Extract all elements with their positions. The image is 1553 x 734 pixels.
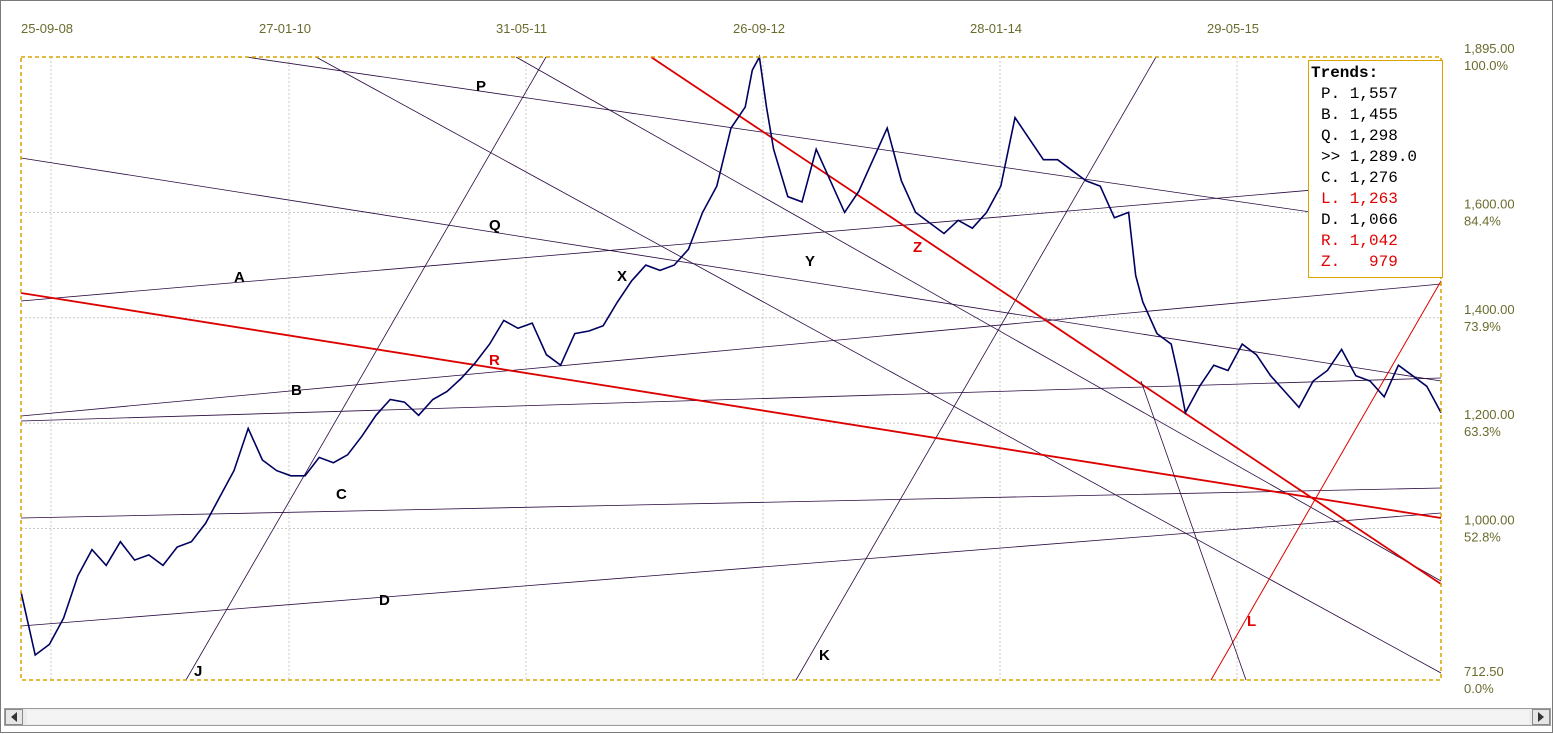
trend-line (795, 56, 1157, 681)
arrow-left-icon (11, 712, 17, 722)
y-tick-price: 712.50 (1464, 664, 1504, 679)
y-tick-percent: 52.8% (1464, 530, 1501, 545)
trend-label-c: C (336, 486, 347, 503)
y-axis-ticks: 1,895.00 100.0% 1,600.00 84.4% 1,400.00 73.9%… (1464, 41, 1515, 696)
trend-label-r: R (489, 352, 500, 369)
y-tick-percent: 100.0% (1464, 58, 1509, 73)
trend-line (315, 56, 1442, 674)
scroll-right-button[interactable] (1532, 709, 1550, 725)
y-tick-price: 1,200.00 (1464, 407, 1515, 422)
y-tick-percent: 0.0% (1464, 681, 1494, 696)
scroll-left-button[interactable] (5, 709, 23, 725)
x-tick-label: 25-09-08 (21, 21, 73, 36)
trend-line (20, 157, 1442, 382)
trend-label-z: Z (913, 239, 922, 256)
y-tick-percent: 73.9% (1464, 319, 1501, 334)
trend-label-j: J (194, 663, 202, 680)
trends-title: Trends: (1311, 64, 1379, 82)
trend-line (1140, 380, 1247, 681)
arrow-right-icon (1538, 712, 1544, 722)
trend-lines (20, 56, 1442, 681)
trend-line (20, 292, 1442, 519)
y-tick-percent: 63.3% (1464, 424, 1501, 439)
horizontal-scrollbar[interactable] (4, 708, 1551, 726)
trend-line (20, 377, 1442, 422)
y-tick-price: 1,400.00 (1464, 302, 1515, 317)
trend-label-p: P (476, 78, 486, 95)
trend-row: L. 1,263 (1321, 190, 1398, 208)
trend-line (515, 56, 1442, 582)
trend-label-q: Q (489, 217, 501, 234)
trend-row: D. 1,066 (1321, 211, 1398, 229)
price-line (20, 54, 1442, 657)
trend-line (1210, 280, 1442, 681)
x-tick-label: 29-05-15 (1207, 21, 1259, 36)
trend-label-a: A (234, 269, 245, 286)
trend-row: B. 1,455 (1321, 106, 1398, 124)
trend-row: Q. 1,298 (1321, 127, 1398, 145)
y-tick-price: 1,895.00 (1464, 41, 1515, 56)
trends-panel: Trends: P. 1,557 B. 1,455 Q. 1,298 >> 1,289… (1308, 60, 1443, 278)
trend-line (650, 56, 1442, 585)
trend-line (185, 56, 547, 681)
plot-area-border (20, 56, 1442, 681)
line-labels: A B C D J K L P Q R X Y Z (194, 78, 1256, 680)
trend-line (245, 56, 1442, 232)
x-axis-ticks: 25-09-08 27-01-10 31-05-11 26-09-12 28-01-14… (21, 21, 1259, 36)
y-tick-price: 1,000.00 (1464, 513, 1515, 528)
trend-label-x: X (617, 268, 627, 285)
trend-label-y: Y (805, 253, 815, 270)
x-tick-label: 26-09-12 (733, 21, 785, 36)
y-tick-price: 1,600.00 (1464, 196, 1515, 211)
trend-line (20, 283, 1442, 417)
trends-list: P. 1,557 B. 1,455 Q. 1,298 >> 1,289.0 C. 1,2… (1311, 84, 1442, 273)
trend-row: >> 1,289.0 (1321, 148, 1418, 166)
trend-row: Z. 979 (1321, 253, 1398, 271)
trend-label-d: D (379, 592, 390, 609)
price-series (20, 54, 1442, 657)
trend-line (20, 512, 1442, 627)
trend-line (20, 178, 1442, 302)
trend-label-k: K (819, 647, 830, 664)
trend-row: P. 1,557 (1321, 85, 1398, 103)
trend-label-b: B (291, 382, 302, 399)
trend-row: C. 1,276 (1321, 169, 1398, 187)
y-tick-percent: 84.4% (1464, 213, 1501, 228)
x-tick-label: 28-01-14 (970, 21, 1022, 36)
x-tick-label: 27-01-10 (259, 21, 311, 36)
grid (21, 57, 1441, 680)
trend-label-l: L (1247, 613, 1256, 630)
trend-line (20, 487, 1442, 519)
scroll-thumb[interactable] (27, 710, 1529, 724)
trend-row: R. 1,042 (1321, 232, 1398, 250)
x-tick-label: 31-05-11 (496, 21, 547, 36)
